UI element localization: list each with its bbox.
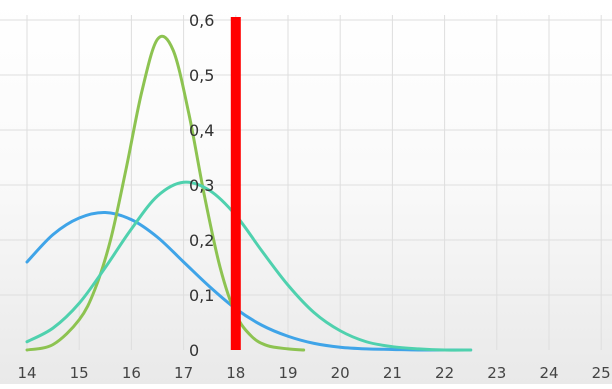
x-tick-label: 21 <box>383 364 402 382</box>
x-tick-label: 14 <box>17 364 36 382</box>
x-tick-label: 20 <box>331 364 350 382</box>
y-tick-label: 0,3 <box>189 176 214 195</box>
y-tick-label: 0,1 <box>189 286 214 305</box>
x-tick-label: 23 <box>487 364 506 382</box>
reference-line <box>230 17 241 350</box>
x-axis-ticks: 14 15 16 17 18 19 20 21 22 23 24 25 <box>17 364 610 382</box>
y-tick-label: 0,4 <box>189 121 214 140</box>
series-line-3 <box>25 180 473 352</box>
y-tick-label: 0 <box>189 341 199 360</box>
y-tick-label: 0,6 <box>189 11 214 30</box>
y-axis-ticks: 0 0,1 0,2 0,3 0,4 0,5 0,6 <box>189 11 214 360</box>
x-tick-label: 25 <box>592 364 611 382</box>
series-line-1 <box>25 210 473 352</box>
grid <box>0 15 612 350</box>
x-tick-label: 17 <box>174 364 193 382</box>
series-layer <box>25 34 473 352</box>
x-tick-label: 22 <box>435 364 454 382</box>
x-tick-label: 18 <box>226 364 245 382</box>
x-tick-label: 19 <box>278 364 297 382</box>
reference-line-layer <box>230 17 241 350</box>
y-tick-label: 0,2 <box>189 231 214 250</box>
x-tick-label: 24 <box>539 364 558 382</box>
x-tick-label: 15 <box>70 364 89 382</box>
series-line-2 <box>25 34 306 352</box>
x-tick-label: 16 <box>122 364 141 382</box>
y-tick-label: 0,5 <box>189 66 214 85</box>
